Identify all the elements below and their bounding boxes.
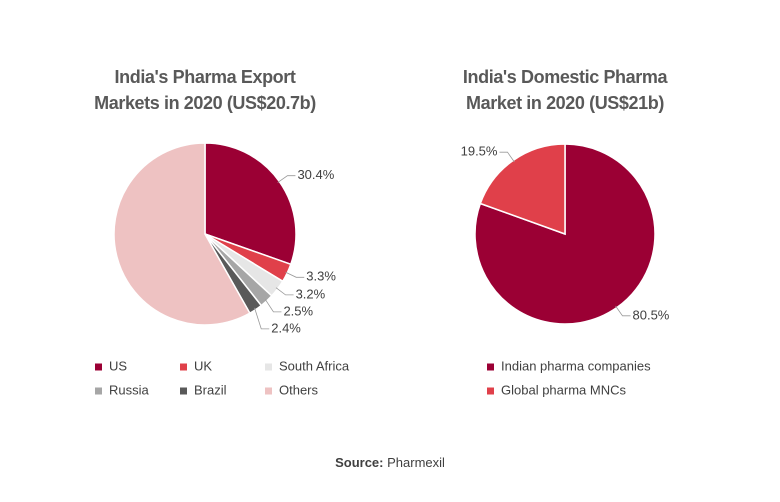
leader-line — [499, 151, 515, 163]
leader-line — [277, 175, 296, 183]
legend-label: US — [109, 358, 127, 373]
data-label: 3.2% — [296, 286, 326, 301]
data-label: 30.4% — [297, 167, 334, 182]
leader-line — [275, 287, 294, 296]
data-label: 19.5% — [461, 144, 498, 159]
legend-label: South Africa — [279, 358, 350, 373]
legend-swatch — [180, 387, 187, 395]
source: Source: Pharmexil — [0, 455, 780, 470]
pie-slice — [113, 142, 251, 326]
leader-line — [615, 305, 631, 317]
legend-swatch — [487, 387, 494, 395]
chart-title: India's Pharma Export Markets in 2020 (U… — [94, 67, 316, 113]
legend-label: Others — [279, 382, 319, 397]
source-label: Source: — [335, 455, 384, 470]
data-label: 3.3% — [306, 269, 336, 284]
data-label: 80.5% — [633, 307, 670, 322]
legend-swatch — [95, 387, 102, 395]
legend-label: Brazil — [194, 382, 227, 397]
leader-line — [254, 307, 270, 330]
source-text: Pharmexil — [387, 455, 445, 470]
legend-swatch — [95, 363, 102, 371]
chart-title: India's Domestic Pharma Market in 2020 (… — [462, 67, 668, 113]
legend-swatch — [265, 387, 272, 395]
legend-label: Russia — [109, 382, 150, 397]
data-label: 2.5% — [283, 303, 313, 318]
leader-line — [285, 271, 305, 278]
legend-label: UK — [194, 358, 212, 373]
legend-label: Indian pharma companies — [501, 358, 651, 373]
legend-swatch — [265, 363, 272, 371]
legend-swatch — [180, 363, 187, 371]
leader-line — [264, 299, 282, 313]
data-label: 2.4% — [271, 320, 301, 335]
legend-label: Global pharma MNCs — [501, 382, 626, 397]
legend-swatch — [487, 363, 494, 371]
